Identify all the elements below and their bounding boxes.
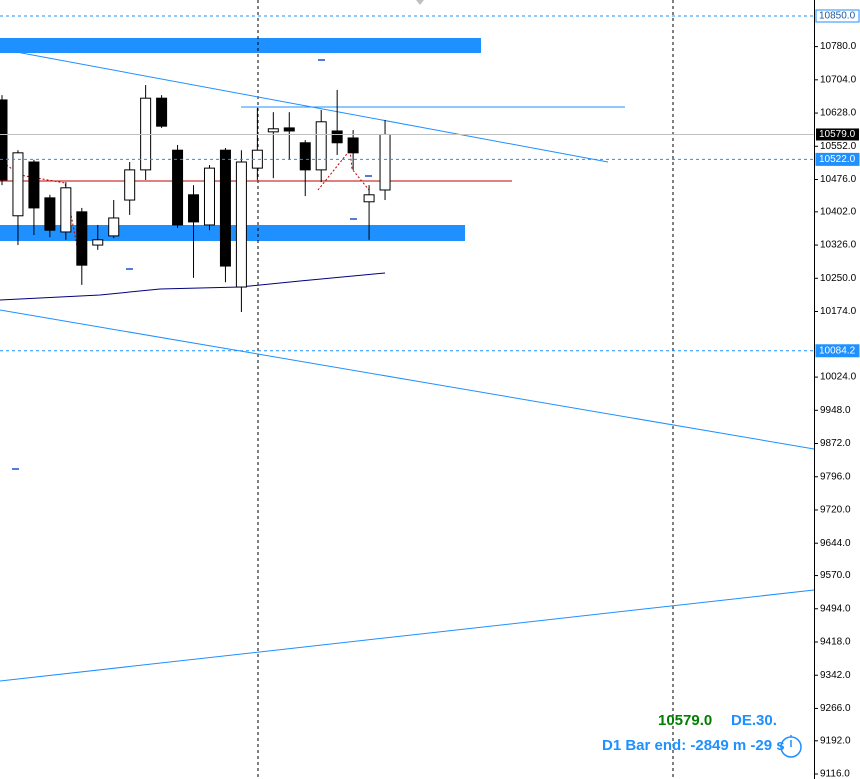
- scroll-marker: [416, 0, 424, 5]
- y-tick-label: 10174.0: [820, 306, 857, 317]
- clock-icon: [780, 735, 802, 758]
- candle-body: [28, 161, 40, 209]
- y-tick-label: 9418.0: [820, 637, 851, 648]
- y-tick-label: 9570.0: [820, 570, 851, 581]
- y-tick-label: 10402.0: [820, 206, 857, 217]
- info-symbol: DE.30.: [731, 712, 777, 729]
- candle-body: [235, 161, 247, 288]
- y-tick-label: 9116.0: [820, 769, 850, 779]
- current-price-box: [816, 128, 859, 141]
- candle-body: [172, 149, 184, 226]
- candle-body: [267, 128, 279, 133]
- y-tick-label: 9494.0: [820, 603, 851, 614]
- y-tick-label: 9796.0: [820, 471, 851, 482]
- candle-body: [203, 167, 215, 226]
- moving-average: [0, 272, 386, 301]
- trend-line: [0, 48, 609, 163]
- candle-body: [76, 211, 88, 266]
- candle-body: [92, 239, 104, 246]
- y-tick-label: 10326.0: [820, 240, 857, 251]
- level-label-box: [815, 152, 860, 166]
- trend-line: [0, 309, 815, 450]
- candle-body: [188, 194, 200, 223]
- level-label-box: [815, 9, 860, 23]
- y-tick-label: 10476.0: [820, 174, 857, 185]
- trend-line: [0, 589, 815, 682]
- y-tick-label: 9948.0: [820, 405, 851, 416]
- candle-body: [219, 149, 231, 267]
- y-tick-label: 9720.0: [820, 505, 851, 516]
- candle-body: [379, 133, 391, 191]
- candle-body: [363, 194, 375, 203]
- current-price-label: 10579.0: [819, 129, 856, 140]
- candle-body: [44, 197, 56, 231]
- y-tick-label: 9266.0: [820, 703, 851, 714]
- candle-body: [315, 121, 327, 171]
- candle-body: [124, 169, 136, 201]
- level-label: 10084.2: [819, 345, 856, 356]
- level-label-box: [815, 344, 860, 358]
- y-tick-label: 10780.0: [820, 41, 857, 52]
- info-timer: D1 Bar end: -2849 m -29 s: [602, 737, 785, 754]
- y-tick-label: 10704.0: [820, 74, 857, 85]
- info-price: 10579.0: [658, 712, 712, 729]
- y-tick-label: 9872.0: [820, 438, 851, 449]
- y-tick-label: 9644.0: [820, 538, 851, 549]
- level-label: 10522.0: [819, 154, 856, 165]
- candle-body: [283, 127, 295, 132]
- candle-body: [60, 187, 72, 233]
- y-tick-label: 9342.0: [820, 670, 851, 681]
- level-label: 10850.0: [819, 11, 856, 22]
- candle-body: [347, 137, 359, 154]
- y-tick-label: 10552.0: [820, 141, 857, 152]
- candle-body: [156, 97, 168, 127]
- candle-body: [0, 99, 8, 181]
- candle-body: [108, 217, 120, 237]
- candle-body: [331, 130, 343, 144]
- zone: [0, 38, 481, 53]
- y-tick-label: 10628.0: [820, 108, 857, 119]
- y-tick-label: 10250.0: [820, 273, 857, 284]
- markers: [12, 59, 372, 470]
- candle-body: [12, 152, 24, 217]
- y-tick-label: 9192.0: [820, 735, 851, 746]
- candle-body: [299, 142, 311, 171]
- y-tick-label: 10024.0: [820, 372, 857, 383]
